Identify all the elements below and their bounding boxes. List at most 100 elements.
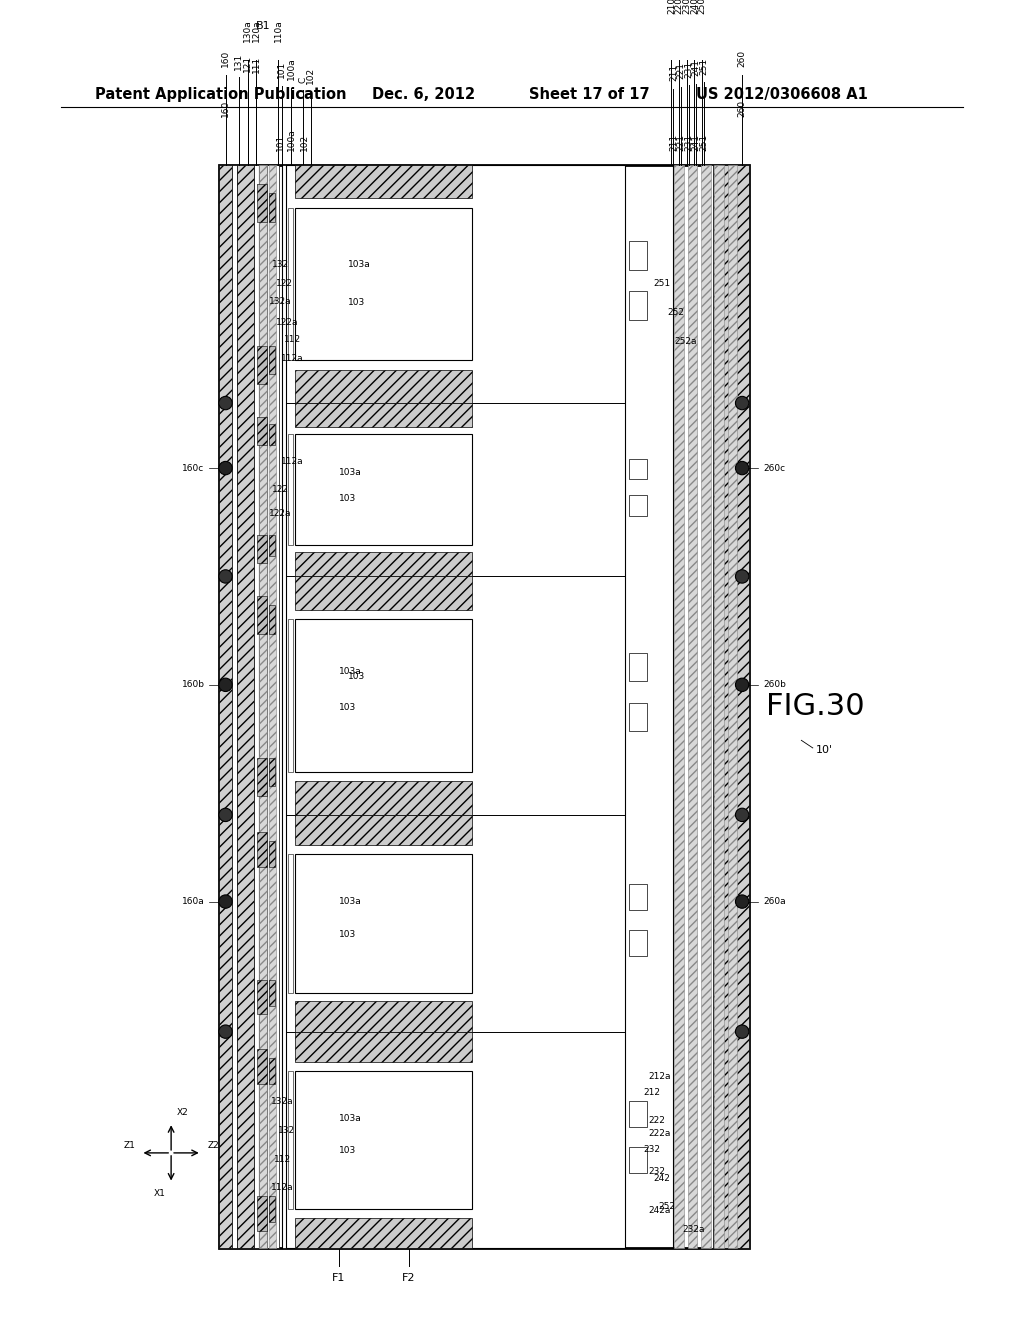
Text: 122a: 122a [276,318,299,326]
Text: 210a: 210a [667,0,676,13]
Bar [630,458,646,479]
Circle shape [735,895,749,908]
Circle shape [219,570,232,583]
Circle shape [735,1024,749,1039]
Bar [237,165,254,1249]
Bar [259,165,266,1249]
Bar [630,884,646,911]
Text: 232: 232 [644,1144,660,1154]
Bar [268,758,275,787]
Text: 211: 211 [669,63,678,81]
Bar [268,193,275,222]
Bar [295,207,471,360]
Text: 222a: 222a [648,1130,671,1138]
Bar [295,1071,471,1209]
Text: 10': 10' [816,744,833,755]
Bar [295,814,471,845]
Text: 251: 251 [653,280,671,288]
Text: 103a: 103a [339,898,362,906]
Bar [630,290,646,319]
Text: 160: 160 [221,50,230,67]
Bar [295,1218,471,1249]
Text: 212: 212 [644,1088,660,1097]
Bar [268,1057,275,1084]
Bar [259,165,264,1249]
Text: 251: 251 [699,58,709,75]
Bar [268,346,275,375]
Text: F2: F2 [402,1274,416,1283]
Text: 241: 241 [692,59,700,77]
Text: FIG.30: FIG.30 [766,692,865,721]
Circle shape [219,808,232,821]
Text: 160a: 160a [182,898,205,906]
Bar [257,1196,266,1232]
Circle shape [219,1024,232,1039]
Text: 100a: 100a [287,58,296,81]
Bar [288,854,293,993]
Bar [630,495,646,516]
Bar [735,165,749,1249]
Text: 250a: 250a [697,0,707,13]
Bar [675,165,684,1249]
Bar [268,979,275,1006]
Bar [630,1147,646,1172]
Text: 132: 132 [279,1126,295,1135]
Text: X2: X2 [177,1109,188,1117]
Circle shape [735,396,749,409]
Bar [257,758,266,796]
Text: 103: 103 [339,929,356,939]
Bar [688,165,697,1249]
Bar [266,165,271,1249]
Bar [295,434,471,545]
Text: 260b: 260b [763,680,786,689]
Text: 242a: 242a [648,1205,671,1214]
Text: 232: 232 [648,1167,666,1176]
Text: 122a: 122a [268,510,291,519]
Text: 132: 132 [272,260,290,269]
Text: C: C [298,77,307,83]
Bar [282,165,287,1249]
Bar [295,1032,471,1063]
Text: 101: 101 [278,61,287,78]
Circle shape [219,396,232,409]
Text: 122: 122 [276,280,293,288]
Text: 252a: 252a [675,337,696,346]
Text: 212a: 212a [648,1072,671,1081]
Bar [295,781,471,814]
Text: Z1: Z1 [123,1140,135,1150]
Text: 112a: 112a [271,1183,294,1192]
Text: 103: 103 [348,672,366,681]
Bar [257,595,266,634]
Text: 111: 111 [252,55,260,73]
Text: 103: 103 [339,704,356,711]
Text: 232a: 232a [682,1225,705,1234]
Circle shape [219,895,232,908]
Bar [268,165,276,1249]
Bar [257,535,266,562]
Text: 101: 101 [275,135,285,152]
Bar [295,619,471,772]
Bar [288,1071,293,1209]
Text: 103: 103 [348,298,366,308]
Text: B1: B1 [255,21,270,30]
Text: Sheet 17 of 17: Sheet 17 of 17 [529,87,650,103]
Text: 132a: 132a [271,1097,294,1106]
Text: 103: 103 [339,1146,356,1155]
Text: 131: 131 [234,53,244,70]
Text: X1: X1 [154,1188,166,1197]
Bar [295,403,471,428]
Circle shape [219,678,232,692]
Text: 103a: 103a [339,467,362,477]
Bar [274,165,279,1249]
Text: 260: 260 [737,50,746,67]
Bar [295,854,471,993]
Text: 240a: 240a [690,0,698,13]
Bar [219,165,749,1249]
Bar [232,165,237,1249]
Text: 102: 102 [300,135,309,152]
Circle shape [735,808,749,821]
Text: 120a: 120a [252,20,260,42]
Text: 222: 222 [648,1117,666,1126]
Bar [268,605,275,634]
Text: 103a: 103a [348,260,371,269]
